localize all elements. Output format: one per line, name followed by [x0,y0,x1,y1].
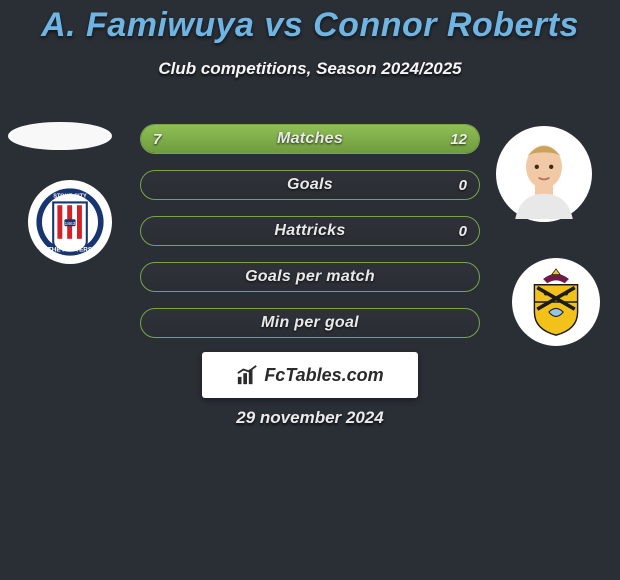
player-left-crest: THE POTTERS STOKE CITY 1863 [28,180,112,264]
burnley-crest-icon [520,266,592,338]
brand-text: FcTables.com [264,365,383,386]
player-left-headshot [8,122,112,150]
stat-label: Min per goal [141,309,479,337]
stoke-crest-icon: THE POTTERS STOKE CITY 1863 [35,187,105,257]
player-right-headshot [496,126,592,222]
stat-value-right: 0 [459,171,467,199]
stats-bars: 7 Matches 12 Goals 0 Hattricks 0 Goals p… [140,124,480,354]
page-title: A. Famiwuya vs Connor Roberts [0,0,620,45]
stat-row-matches: 7 Matches 12 [140,124,480,154]
stat-value-right: 12 [450,125,467,153]
stat-row-min-per-goal: Min per goal [140,308,480,338]
stat-label: Hattricks [141,217,479,245]
stat-row-goals-per-match: Goals per match [140,262,480,292]
stat-label: Goals [141,171,479,199]
svg-text:THE POTTERS: THE POTTERS [48,246,92,253]
stat-label: Matches [141,125,479,153]
svg-text:1863: 1863 [65,221,76,227]
stat-label: Goals per match [141,263,479,291]
stat-value-right: 0 [459,217,467,245]
headshot-icon [499,129,589,219]
stat-row-goals: Goals 0 [140,170,480,200]
svg-text:STOKE CITY: STOKE CITY [53,194,87,200]
footer-date: 29 november 2024 [0,408,620,428]
stat-row-hattricks: Hattricks 0 [140,216,480,246]
brand-box: FcTables.com [202,352,418,398]
player-right-crest [512,258,600,346]
page-subtitle: Club competitions, Season 2024/2025 [0,59,620,79]
chart-icon [236,364,258,386]
